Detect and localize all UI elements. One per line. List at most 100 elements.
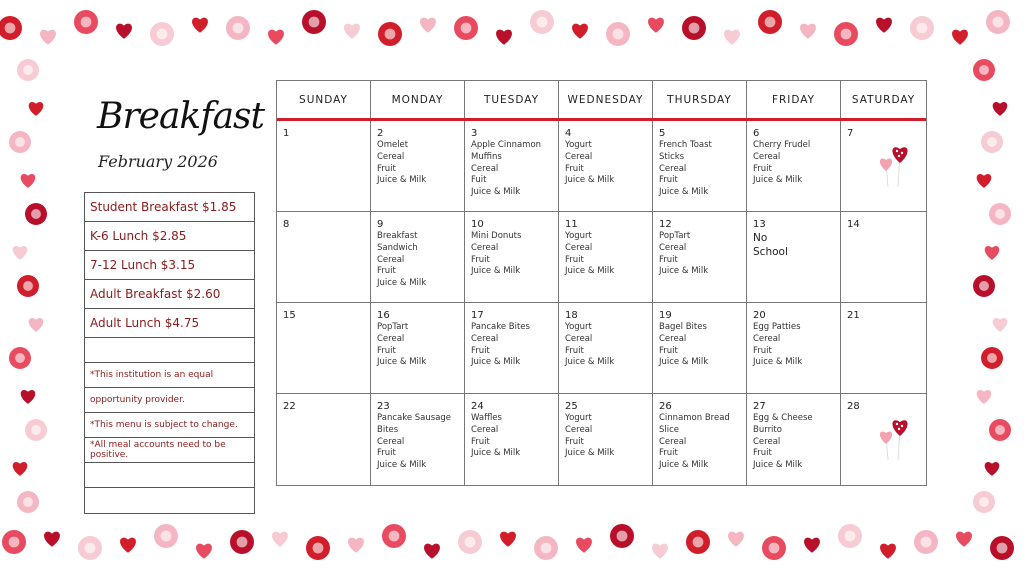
note-row: [85, 463, 254, 488]
day-cell: 8: [277, 212, 371, 302]
day-number: 3: [471, 128, 478, 139]
menu-item: Fruit: [377, 345, 396, 356]
day-cell: 25 Yogurt Cereal Fruit Juice & Milk: [559, 394, 653, 485]
menu-item: Fruit: [753, 163, 772, 174]
menu-item: Fruit: [377, 266, 396, 277]
day-number: 15: [283, 310, 296, 321]
heart-icon: [268, 29, 284, 45]
menu-item: Fruit: [659, 175, 678, 186]
day-number: 27: [753, 401, 766, 412]
week-row: 8 9 Breakfast Sandwich Cereal Fruit Juice & M…: [277, 212, 926, 303]
heart-icon: [272, 531, 288, 547]
menu-item: Fruit: [659, 448, 678, 459]
menu-item: Fruit: [753, 448, 772, 459]
price-table: Student Breakfast $1.85 K-6 Lunch $2.85 7-…: [84, 192, 255, 514]
day-cell: 22: [277, 394, 371, 485]
menu-item: PopTart: [659, 231, 691, 241]
day-header: FRIDAY: [747, 81, 841, 118]
month-label: February 2026: [98, 152, 218, 171]
menu-item: Apple Cinnamon: [471, 140, 542, 150]
menu-item: Juice & Milk: [565, 357, 615, 368]
week-row: 15 16 PopTart Cereal Fruit Juice & Milk 17 Panc…: [277, 303, 926, 394]
menu-item: Cereal: [753, 333, 781, 344]
note-row: *This institution is an equal: [85, 363, 254, 388]
menu-item: Fruit: [753, 345, 772, 356]
menu-item: Fruit: [377, 163, 396, 174]
calendar-header: SUNDAY MONDAY TUESDAY WEDNESDAY THURSDAY FRID…: [277, 81, 926, 121]
heart-icon: [576, 537, 592, 553]
heart-icon: [724, 29, 740, 45]
menu-item: Fruit: [471, 254, 490, 265]
menu-item: Muffins: [471, 151, 502, 162]
day-number: 25: [565, 401, 578, 412]
day-number: 26: [659, 401, 672, 412]
heart-icon: [800, 23, 816, 39]
note-row: *This menu is subject to change.: [85, 413, 254, 438]
menu-item: Fruit: [659, 345, 678, 356]
day-number: 10: [471, 219, 484, 230]
price-row: Adult Breakfast $2.60: [85, 280, 254, 309]
menu-item: Cereal: [659, 163, 687, 174]
menu-item: Slice: [659, 424, 680, 435]
day-number: 5: [659, 128, 666, 139]
day-number: 7: [847, 128, 854, 139]
day-number: 2: [377, 128, 384, 139]
day-number: 21: [847, 310, 860, 321]
day-cell: 19 Bagel Bites Cereal Fruit Juice & Milk: [653, 303, 747, 393]
menu-item: No: [753, 232, 768, 244]
menu-item: Cereal: [659, 436, 687, 447]
heart-icon: [496, 29, 512, 45]
week-row: 1 2 Omelet Cereal Fruit Juice & Milk 3 Apple Ci…: [277, 121, 926, 212]
heart-lollipop-icon: [876, 414, 912, 466]
menu-item: Cinnamon Bread: [659, 413, 730, 423]
calendar: SUNDAY MONDAY TUESDAY WEDNESDAY THURSDAY FRID…: [276, 80, 927, 486]
heart-icon: [12, 245, 28, 260]
day-number: 28: [847, 401, 860, 412]
day-cell: 21: [841, 303, 926, 393]
day-header: SUNDAY: [277, 81, 371, 118]
heart-icon: [344, 23, 360, 39]
heart-icon: [876, 17, 892, 33]
day-cell: 26 Cinnamon Bread Slice Cereal Fruit Juice & …: [653, 394, 747, 485]
day-cell: 13 No School: [747, 212, 841, 302]
menu-item: Yogurt: [565, 322, 592, 332]
menu-item: Cereal: [471, 242, 499, 253]
heart-icon: [28, 317, 44, 332]
note-row: [85, 488, 254, 513]
price-row: 7-12 Lunch $3.15: [85, 251, 254, 280]
menu-item: Fruit: [471, 345, 490, 356]
day-cell: 24 Waffles Cereal Fruit Juice & Milk: [465, 394, 559, 485]
note-row: opportunity provider.: [85, 388, 254, 413]
heart-icon: [44, 531, 60, 547]
day-cell: 11 Yogurt Cereal Fruit Juice & Milk: [559, 212, 653, 302]
day-cell: 1: [277, 121, 371, 211]
heart-icon: [804, 537, 820, 553]
menu-item: Cereal: [565, 333, 593, 344]
heart-icon: [348, 537, 364, 553]
day-cell: 27 Egg & Cheese Burrito Cereal Fruit Juice & …: [747, 394, 841, 485]
menu-item: Fruit: [565, 163, 584, 174]
menu-item: Fruit: [565, 436, 584, 447]
menu-item: Fruit: [471, 436, 490, 447]
menu-item: Juice & Milk: [753, 175, 803, 186]
menu-item: Bagel Bites: [659, 322, 707, 332]
menu-item: Breakfast Sandwich: [377, 231, 418, 253]
menu-item: Cereal: [377, 151, 405, 162]
menu-item: Juice & Milk: [659, 187, 709, 198]
menu-item: French Toast: [659, 140, 712, 150]
menu-item: Fruit: [377, 448, 396, 459]
day-header: WEDNESDAY: [559, 81, 653, 118]
day-cell: 10 Mini Donuts Cereal Fruit Juice & Milk: [465, 212, 559, 302]
day-cell: 6 Cherry Frudel Cereal Fruit Juice & Milk: [747, 121, 841, 211]
note-row: [85, 338, 254, 363]
day-number: 6: [753, 128, 760, 139]
heart-icon: [992, 101, 1008, 116]
heart-icon: [992, 317, 1008, 332]
day-cell: 7: [841, 121, 926, 211]
heart-icon: [116, 23, 132, 39]
price-row: Student Breakfast $1.85: [85, 193, 254, 222]
week-row: 22 23 Pancake Sausage Bites Cereal Fruit Juice…: [277, 394, 926, 485]
menu-item: Juice & Milk: [377, 278, 427, 289]
menu-item: Juice & Milk: [565, 448, 615, 459]
